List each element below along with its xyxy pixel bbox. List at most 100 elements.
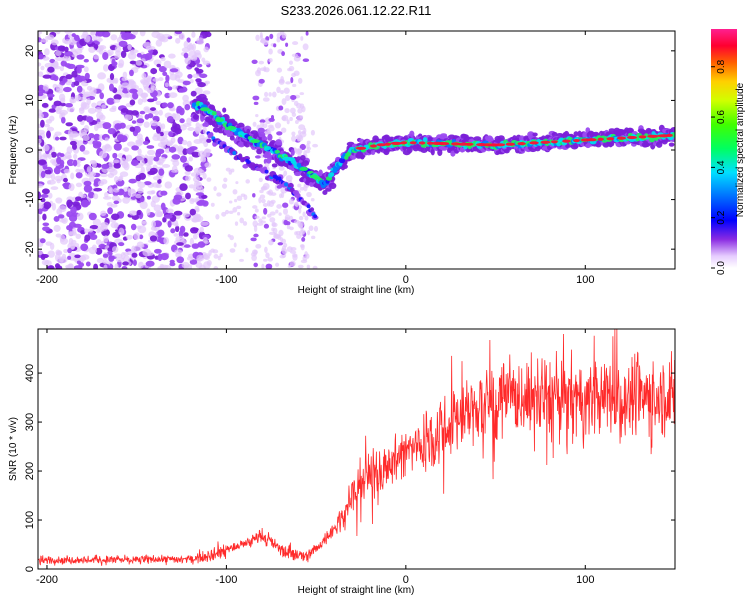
heatmap-cell	[47, 34, 55, 40]
heatmap-cell	[75, 182, 83, 188]
heatmap-cell	[308, 225, 314, 232]
heatmap-cell	[59, 136, 67, 141]
snr-xtick-label: 0	[403, 574, 409, 586]
heatmap-cell	[42, 84, 49, 92]
heatmap-cell	[210, 248, 215, 253]
heatmap-cell	[199, 226, 204, 233]
snr-xlabel: Height of straight line (km)	[298, 585, 415, 596]
heatmap-cell	[170, 228, 176, 234]
heatmap-cell	[300, 36, 304, 41]
heatmap-cell	[370, 144, 377, 148]
heatmap-cell	[49, 242, 55, 250]
heatmap-cell	[148, 160, 154, 166]
heatmap-cell	[110, 34, 118, 41]
heatmap-cell	[108, 83, 115, 92]
heatmap-cell	[55, 249, 61, 256]
heatmap-cell	[338, 157, 346, 164]
heatmap-cell	[42, 226, 50, 232]
heatmap-cell	[197, 241, 206, 248]
heatmap-cell	[158, 65, 167, 73]
heatmap-cell	[289, 116, 293, 122]
heatmap-cell	[102, 52, 109, 60]
heatmap-cell	[285, 95, 291, 101]
heatmap-cell	[88, 46, 96, 53]
heatmap-cell	[202, 172, 207, 180]
heatmap-cell	[99, 226, 109, 231]
heatmap-cell	[93, 44, 99, 49]
heatmap-cell	[122, 261, 129, 266]
heatmap-cell	[67, 129, 73, 137]
heatmap-cell	[236, 195, 243, 201]
heatmap-cell	[200, 156, 207, 163]
heatmap-cell	[270, 192, 277, 196]
heatmap-cell	[192, 233, 198, 240]
heatmap-cell	[125, 110, 134, 115]
heatmap-cell	[70, 172, 75, 180]
heatmap-cell	[125, 154, 133, 162]
heatmap-cell	[76, 212, 84, 221]
heatmap-cell	[73, 223, 82, 228]
heatmap-cell	[75, 233, 82, 240]
heatmap-cell	[626, 135, 638, 140]
heatmap-cell	[290, 76, 294, 84]
heatmap-cell	[97, 124, 104, 129]
heatmap-cell	[160, 190, 168, 196]
heatmap-cell	[130, 223, 137, 231]
heatmap-cell	[189, 79, 194, 84]
heatmap-cell	[310, 235, 316, 240]
heatmap-cell	[529, 141, 539, 145]
heatmap-cell	[90, 31, 96, 36]
heatmap-cell	[142, 140, 149, 145]
heatmap-cell	[299, 186, 305, 191]
heatmap-cell	[44, 169, 52, 175]
heatmap-cell	[53, 75, 59, 82]
heatmap-cell	[52, 60, 59, 69]
heatmap-cell	[143, 121, 150, 128]
heatmap-cell	[292, 41, 299, 46]
heatmap-cell	[113, 187, 120, 193]
heatmap-cell	[114, 263, 119, 269]
heatmap-cell	[199, 107, 210, 112]
heatmap-cell	[151, 182, 161, 188]
heatmap-cell	[88, 132, 95, 139]
heatmap-cell	[122, 196, 131, 204]
heatmap-cell	[80, 254, 90, 260]
heatmap-cell	[136, 211, 141, 216]
heatmap-cell	[150, 68, 158, 75]
heatmap-cell	[376, 143, 387, 147]
heatmap-cell	[84, 228, 89, 234]
heatmap-cell	[106, 49, 114, 56]
heatmap-cell	[96, 257, 104, 264]
heatmap-cell	[86, 116, 94, 123]
heatmap-cell	[188, 156, 193, 162]
heatmap-cell	[76, 85, 83, 93]
heatmap-cell	[164, 82, 169, 88]
heatmap-cell	[196, 37, 205, 45]
heatmap-cell	[281, 98, 287, 106]
heatmap-cell	[173, 194, 183, 201]
heatmap-cell	[299, 166, 309, 171]
heatmap-cell	[239, 217, 245, 224]
heatmap-cell	[152, 134, 161, 141]
heatmap-cell	[253, 262, 258, 268]
heatmap-cell	[86, 166, 92, 173]
heatmap-cell	[87, 171, 97, 177]
heatmap-cell	[259, 32, 263, 38]
heatmap-cell	[84, 72, 90, 80]
heatmap-cell	[93, 263, 99, 269]
heatmap-cell	[299, 115, 304, 119]
heatmap-cell	[268, 48, 273, 55]
heatmap-cell	[299, 92, 305, 96]
heatmap-cell	[104, 192, 109, 198]
heatmap-cell	[91, 160, 97, 168]
heatmap-cell	[121, 76, 128, 82]
heatmap-cell	[182, 80, 191, 86]
heatmap-cell	[152, 78, 160, 82]
heatmap-cell	[133, 125, 141, 134]
heatmap-cell	[162, 71, 168, 76]
heatmap-cell	[313, 214, 318, 219]
heatmap-cell	[63, 86, 72, 93]
heatmap-cell	[400, 141, 408, 145]
heatmap-cell	[41, 259, 50, 266]
heatmap-cell	[168, 131, 174, 137]
